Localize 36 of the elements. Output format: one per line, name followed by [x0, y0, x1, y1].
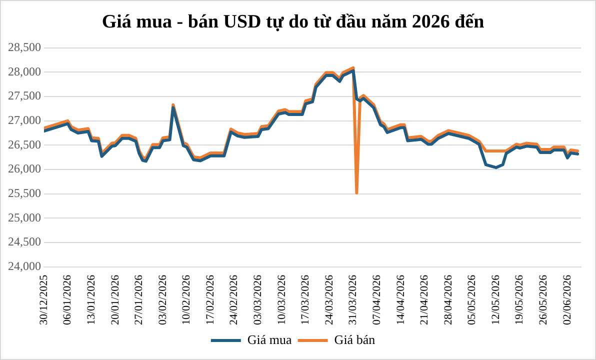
x-tick-label: 10/03/2026 [276, 274, 288, 326]
x-tick-label: 02/06/2026 [561, 274, 574, 326]
x-tick-label: 19/05/2026 [514, 274, 526, 326]
y-tick-label: 25,000 [8, 210, 41, 224]
y-tick-label: 28,500 [8, 40, 41, 54]
y-tick-label: 24,000 [8, 259, 41, 274]
x-tick-label: 06/01/2026 [62, 274, 74, 326]
x-tick-label: 17/03/2026 [300, 274, 312, 326]
legend-label: Giá bán [334, 332, 376, 347]
y-tick-label: 24,500 [8, 234, 41, 249]
y-tick-label: 26,500 [8, 137, 41, 152]
x-tick-label: 30/12/2025 [38, 274, 50, 326]
x-tick-label: 10/02/2026 [180, 274, 193, 326]
x-tick-label: 17/02/2026 [204, 274, 216, 326]
x-tick-label: 21/04/2026 [418, 274, 431, 326]
x-tick-label: 07/04/2026 [370, 274, 383, 326]
x-tick-label: 03/03/2026 [252, 274, 264, 326]
x-tick-label: 03/02/2026 [156, 274, 169, 326]
x-tick-label: 28/04/2026 [442, 274, 454, 326]
x-tick-label: 31/03/2026 [347, 274, 360, 326]
legend-label: Giá mua [247, 332, 292, 347]
y-tick-label: 27,500 [8, 88, 41, 103]
x-tick-label: 24/02/2026 [228, 274, 240, 326]
x-tick-label: 20/01/2026 [109, 274, 122, 326]
y-tick-label: 28,000 [8, 64, 41, 78]
chart-title: Giá mua - bán USD tự do từ đầu năm 2026 đến [102, 11, 485, 32]
y-tick-label: 25,500 [8, 186, 41, 200]
x-tick-label: 13/01/2026 [85, 274, 98, 326]
y-tick-label: 27,000 [8, 112, 41, 127]
x-tick-label: 26/05/2026 [538, 274, 550, 326]
x-tick-label: 05/05/2026 [466, 274, 478, 326]
x-tick-label: 12/05/2026 [490, 274, 502, 326]
x-tick-label: 14/04/2026 [394, 274, 407, 326]
y-tick-label: 26,000 [8, 162, 41, 176]
x-tick-label: 27/01/2026 [133, 274, 146, 326]
x-tick-label: 24/03/2026 [323, 274, 336, 326]
